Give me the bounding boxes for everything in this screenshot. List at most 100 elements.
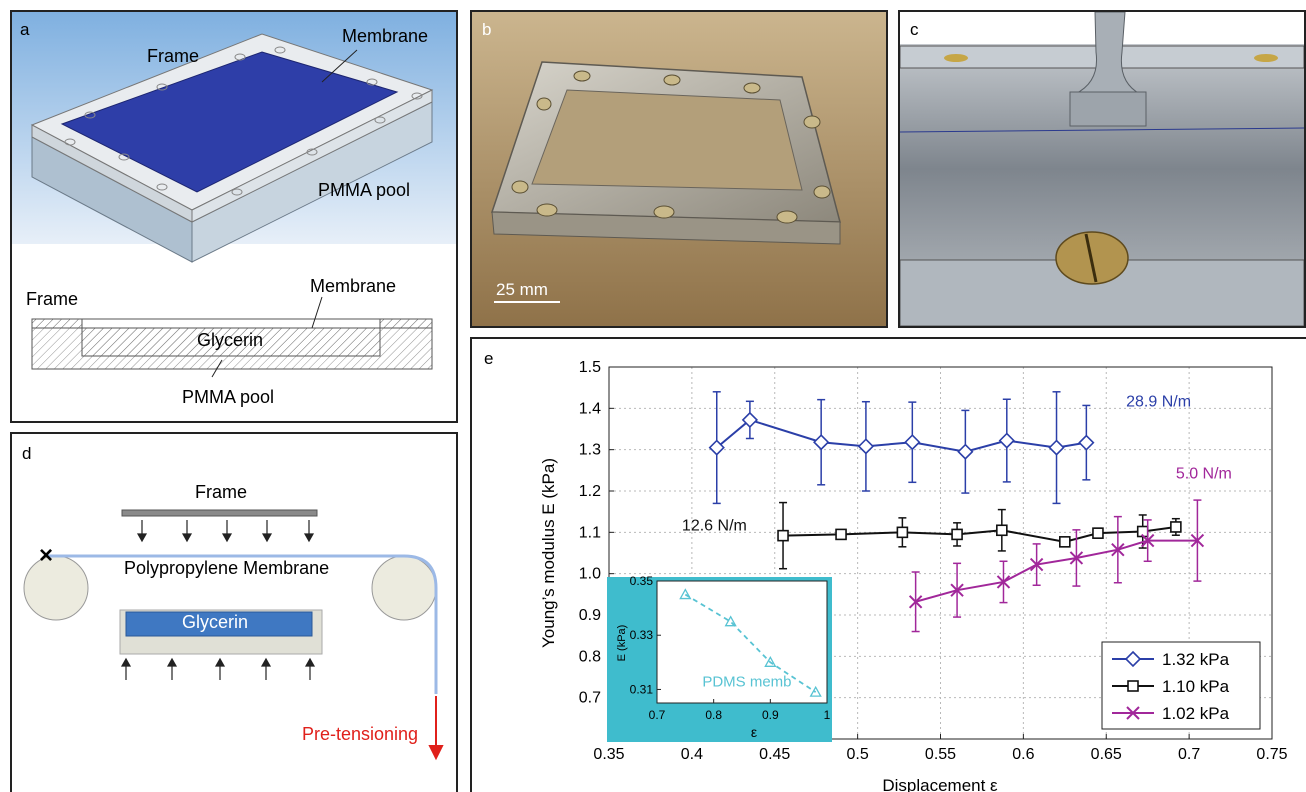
data-point-diamond bbox=[1048, 439, 1065, 456]
frame-front-edge bbox=[491, 211, 841, 245]
panel-a-illustration bbox=[12, 12, 456, 378]
data-point-triangle bbox=[679, 588, 692, 600]
data-point-x bbox=[1029, 557, 1044, 572]
diagram-glycerin-label: Glycerin bbox=[182, 612, 249, 632]
inset-chart: 0.7 0.8 0.9 1 0.31 0.33 0.35 ε E (kPa) PDMS memb bbox=[616, 574, 831, 740]
youngs-modulus-chart: 0.35 0.4 0.45 0.5 0.55 0.6 0.65 0.7 0.75 0.7 0.8 0.… bbox=[539, 359, 1288, 792]
inset-x-tick-label: 1 bbox=[824, 708, 831, 722]
data-point-diamond bbox=[904, 434, 921, 451]
data-point-diamond bbox=[708, 439, 725, 456]
inset-x-tick-label: 0.7 bbox=[649, 708, 666, 722]
panel-d: d × Frame Polypropylene Membrane Glyceri… bbox=[10, 432, 458, 792]
panel-a: a Frame Membrane PMMA pool Frame Membran… bbox=[10, 10, 458, 423]
panel-e: e 0.35 0.4 0.45 0.5 0.55 0.6 0.65 0.7 0.75 0.7 0.8… bbox=[470, 337, 1306, 792]
inset-series-line bbox=[684, 593, 817, 693]
y-tick-label: 1.1 bbox=[579, 524, 601, 541]
data-point-x bbox=[1126, 706, 1140, 720]
series-line bbox=[915, 539, 1198, 603]
y-tick-label: 0.9 bbox=[579, 607, 601, 624]
x-tick-label: 0.65 bbox=[1091, 746, 1122, 763]
cross-section bbox=[31, 296, 433, 378]
data-point-diamond bbox=[857, 438, 875, 455]
inset-series-label: PDMS memb bbox=[702, 674, 791, 691]
pmma-pool-label: PMMA pool bbox=[318, 180, 411, 200]
y-tick-label: 0.8 bbox=[579, 648, 601, 665]
frame-screws bbox=[511, 70, 831, 224]
data-point-x bbox=[1140, 533, 1155, 548]
data-point-square bbox=[1059, 536, 1071, 548]
inset-y-axis-label: E (kPa) bbox=[616, 625, 628, 662]
section-glycerin-label: Glycerin bbox=[197, 330, 264, 350]
frame-bar bbox=[121, 509, 318, 517]
legend-entry: 1.02 kPa bbox=[1162, 704, 1230, 723]
data-point-diamond bbox=[813, 434, 830, 451]
x-tick-label: 0.7 bbox=[1178, 746, 1200, 763]
y-tick-label: 1.4 bbox=[579, 400, 601, 417]
frame-opening bbox=[531, 89, 803, 191]
data-point-square bbox=[1092, 527, 1104, 539]
membrane-surface bbox=[60, 51, 399, 193]
frame-edge-right bbox=[191, 89, 433, 223]
section-pool-label: PMMA pool bbox=[182, 387, 275, 407]
inset-plot-frame bbox=[656, 580, 828, 704]
series-annotation: 5.0 N/m bbox=[1176, 466, 1232, 483]
data-point-x bbox=[1111, 542, 1125, 557]
panel-c: c bbox=[898, 10, 1306, 328]
data-point-square bbox=[777, 529, 789, 542]
panel-b: b 25 mm bbox=[470, 10, 888, 328]
data-point-x bbox=[908, 595, 923, 609]
inset-x-axis-label: ε bbox=[751, 724, 757, 740]
y-tick-label: 1.5 bbox=[579, 359, 601, 376]
legend-entry: 1.32 kPa bbox=[1162, 650, 1230, 669]
inset-y-tick-label: 0.35 bbox=[630, 574, 654, 588]
frame-label: Frame bbox=[147, 46, 200, 66]
x-tick-label: 0.4 bbox=[681, 746, 703, 763]
data-point-diamond bbox=[957, 443, 974, 460]
inset-x-tick-label: 0.9 bbox=[762, 708, 779, 722]
x-tick-label: 0.5 bbox=[847, 746, 869, 763]
x-tick-label: 0.75 bbox=[1256, 746, 1287, 763]
pretension-label: Pre-tensioning bbox=[302, 724, 419, 744]
data-point-square bbox=[951, 528, 963, 541]
membrane-label: Membrane bbox=[342, 26, 429, 46]
glycerin-fill bbox=[125, 611, 313, 637]
left-roller bbox=[23, 555, 89, 621]
section-frame-label: Frame bbox=[26, 289, 79, 309]
x-tick-label: 0.45 bbox=[759, 746, 790, 763]
x-tick-label: 0.55 bbox=[925, 746, 956, 763]
inset-x-tick-label: 0.8 bbox=[705, 708, 722, 722]
panel-d-label: d bbox=[22, 444, 32, 463]
data-point-triangle bbox=[764, 655, 777, 667]
data-point-square bbox=[1127, 680, 1139, 692]
y-tick-label: 0.7 bbox=[579, 690, 601, 707]
pretension-diagram bbox=[23, 509, 444, 761]
series-annotation: 12.6 N/m bbox=[682, 517, 747, 534]
data-point-diamond bbox=[1078, 434, 1095, 451]
diagram-frame-label: Frame bbox=[195, 482, 248, 502]
diagram-membrane-label: Polypropylene Membrane bbox=[124, 558, 330, 578]
y-tick-label: 1.0 bbox=[579, 566, 601, 583]
data-point-square bbox=[1170, 521, 1182, 533]
data-point-x bbox=[1069, 551, 1084, 565]
data-point-diamond bbox=[741, 411, 759, 429]
panel-e-label: e bbox=[484, 349, 494, 368]
data-point-triangle bbox=[724, 615, 737, 627]
y-tick-label: 1.3 bbox=[579, 442, 601, 459]
section-membrane-label: Membrane bbox=[310, 276, 397, 296]
pretension-arrow bbox=[428, 696, 444, 761]
data-point-square bbox=[896, 526, 909, 539]
data-point-x bbox=[950, 583, 964, 597]
frame-photo bbox=[472, 12, 886, 326]
right-roller bbox=[371, 555, 437, 621]
legend-entry: 1.10 kPa bbox=[1162, 677, 1230, 696]
data-point-x bbox=[1190, 533, 1205, 548]
series-group bbox=[708, 391, 1205, 633]
x-tick-label: 0.6 bbox=[1012, 746, 1034, 763]
panel-b-label: b bbox=[482, 20, 492, 39]
tray-arrows bbox=[120, 657, 316, 680]
membrane-line bbox=[900, 127, 1304, 133]
data-point-triangle bbox=[809, 685, 822, 697]
fixed-point-mark: × bbox=[39, 542, 54, 569]
membrane-leader bbox=[321, 49, 358, 83]
data-point-diamond bbox=[1124, 650, 1142, 668]
